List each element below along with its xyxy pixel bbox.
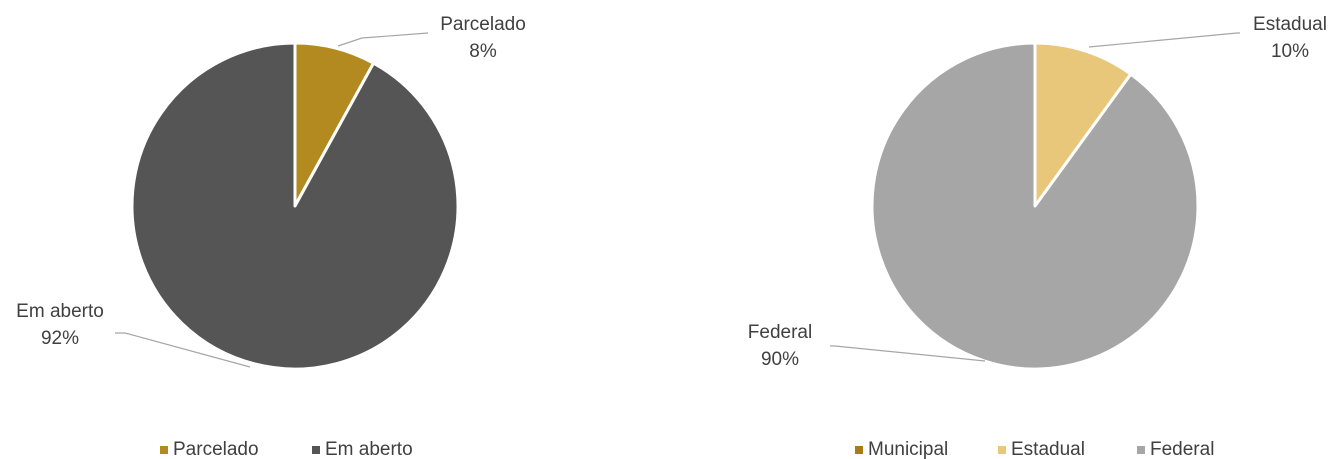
- leader-line: [115, 332, 251, 368]
- pie-slice: [1033, 41, 1133, 208]
- leader-line: [1088, 32, 1240, 48]
- pie-slice: [870, 41, 1200, 371]
- leader-line: [337, 32, 429, 47]
- data-label-name: Federal: [748, 322, 812, 343]
- legend-swatch: [312, 446, 320, 454]
- legend-label: Federal: [1150, 439, 1214, 459]
- data-label-value: 90%: [761, 349, 799, 370]
- legend-label: Estadual: [1011, 439, 1085, 459]
- data-label-name: Parcelado: [440, 14, 526, 35]
- data-label-value: 92%: [41, 328, 79, 349]
- data-label-value: 8%: [469, 41, 497, 62]
- pie-slice: [130, 41, 460, 371]
- legend-swatch: [855, 446, 863, 454]
- data-label-value: 10%: [1271, 41, 1309, 62]
- legend-swatch: [160, 446, 168, 454]
- leader-line: [830, 345, 986, 362]
- legend-swatch: [1137, 446, 1145, 454]
- legend-swatch: [998, 446, 1006, 454]
- legend-label: Parcelado: [173, 439, 259, 459]
- data-label-name: Em aberto: [16, 301, 104, 322]
- legend-label: Em aberto: [325, 439, 413, 459]
- legend-label: Municipal: [868, 439, 948, 459]
- data-label-name: Estadual: [1253, 14, 1327, 35]
